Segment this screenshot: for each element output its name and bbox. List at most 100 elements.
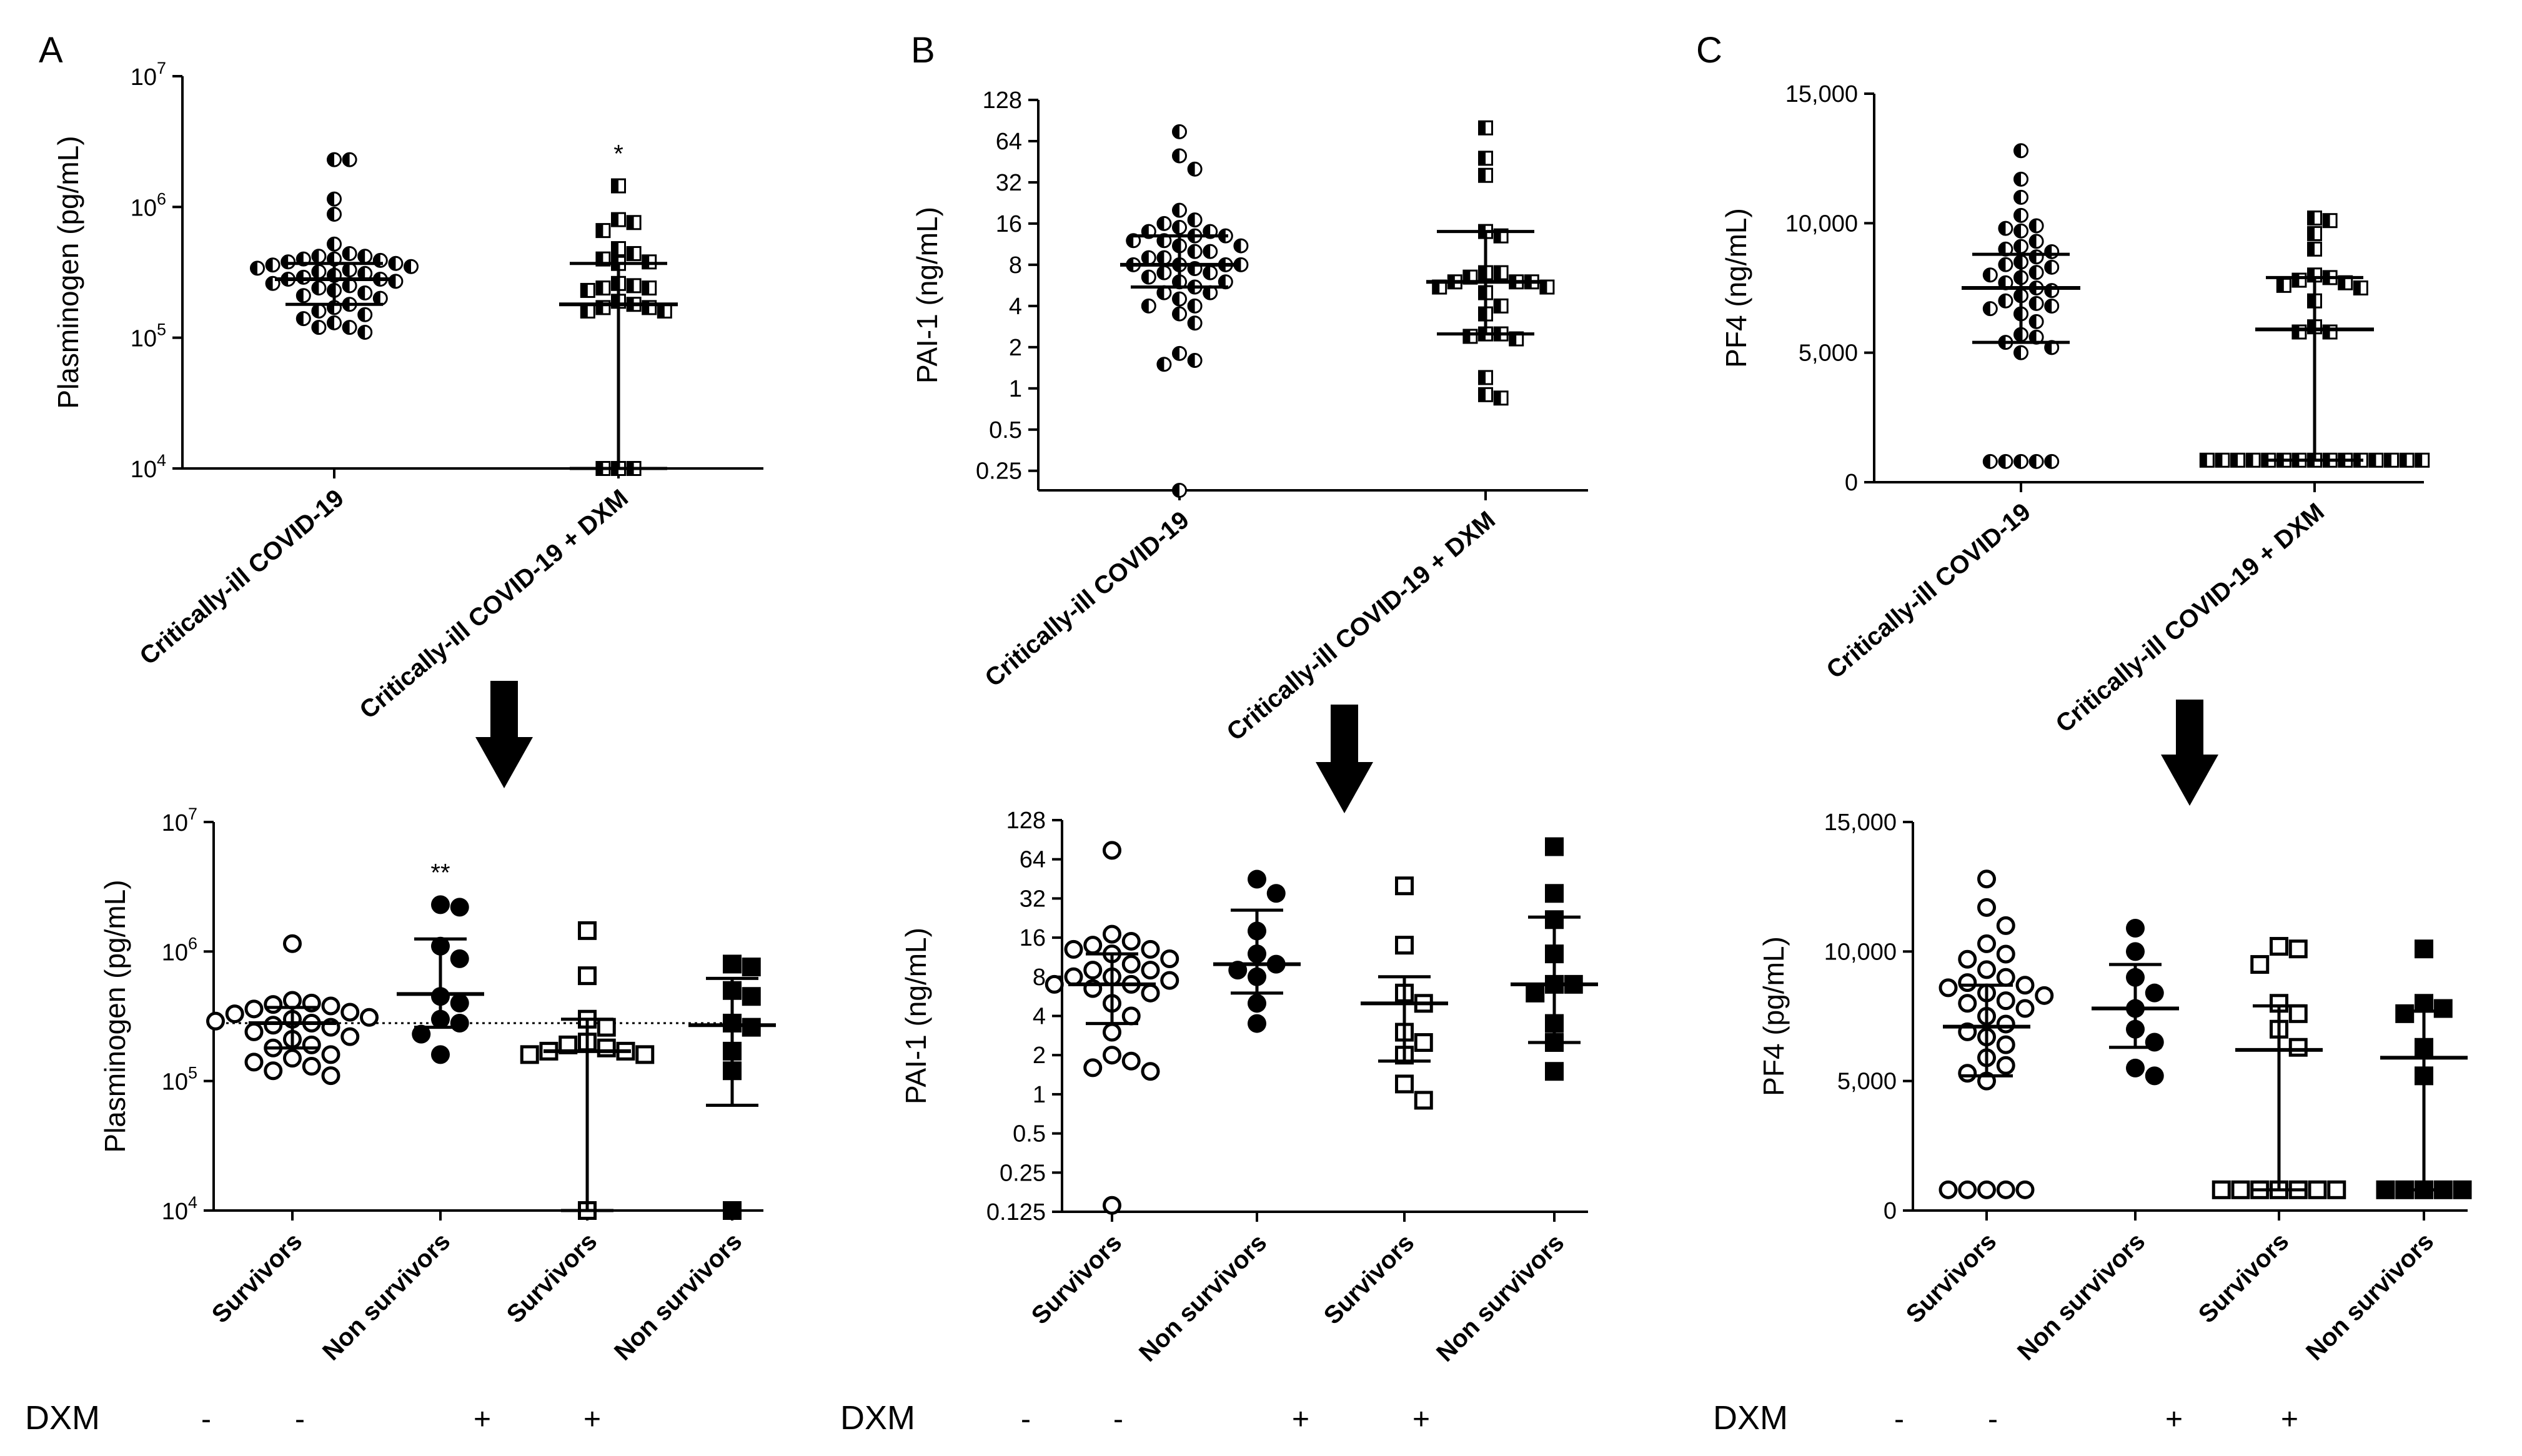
data-point xyxy=(295,311,311,327)
data-point xyxy=(2044,244,2060,259)
dxm-sign: - xyxy=(1021,1403,1031,1436)
data-point xyxy=(450,949,469,968)
dxm-sign: + xyxy=(474,1403,491,1436)
data-point xyxy=(2013,207,2028,223)
data-point xyxy=(2013,453,2028,469)
panel-label-c: C xyxy=(1696,30,1722,71)
down-arrow-icon xyxy=(2161,700,2218,806)
group-2: Critically-ill COVID-19 + DXM xyxy=(354,178,678,725)
y-tick-label: 10,000 xyxy=(1785,210,1858,237)
data-point xyxy=(2307,241,2322,257)
data-point xyxy=(2353,280,2368,295)
data-point xyxy=(327,206,342,222)
data-point xyxy=(340,1003,360,1022)
data-point xyxy=(1958,973,1977,993)
data-point xyxy=(2322,324,2338,340)
data-point xyxy=(1996,1014,2015,1034)
arrow-shaft xyxy=(490,681,518,737)
dxm-sign: - xyxy=(295,1403,305,1436)
data-point xyxy=(635,1045,655,1064)
data-point xyxy=(1187,315,1203,331)
group-2: Non survivors xyxy=(317,895,484,1366)
x-category-label: Critically-ill COVID-19 xyxy=(1821,498,2035,684)
data-point xyxy=(388,274,404,289)
x-category-label: Non survivors xyxy=(317,1227,455,1365)
data-point xyxy=(580,303,595,319)
group-3: Survivors xyxy=(2193,937,2346,1329)
data-point xyxy=(1996,1035,2015,1054)
data-point xyxy=(1156,265,1172,280)
data-point xyxy=(264,995,283,1014)
data-point xyxy=(342,152,357,167)
y-tick-label: 16 xyxy=(1020,925,1046,951)
dxm-sign: + xyxy=(583,1403,601,1436)
x-category-label: Survivors xyxy=(1026,1229,1128,1330)
group-2: Non survivors xyxy=(2012,919,2179,1366)
data-point xyxy=(1160,971,1179,990)
data-point xyxy=(2288,939,2308,959)
data-point xyxy=(1187,161,1203,177)
chart-b-top: 0.25 0.5 1 2 4 8 16 32 64 128 PAI-1 (ng/mL) Critica… xyxy=(911,87,1588,746)
dxm-sign: - xyxy=(1894,1403,1904,1436)
y-tick-label: 0.25 xyxy=(976,458,1022,485)
data-point xyxy=(321,996,340,1016)
y-tick-label: 4 xyxy=(1009,294,1022,320)
y-tick-label: 32 xyxy=(1020,886,1046,912)
x-category-label: Survivors xyxy=(1319,1229,1420,1330)
data-point xyxy=(1172,220,1187,235)
data-point xyxy=(1395,936,1414,955)
y-tick-label: 8 xyxy=(1009,252,1022,279)
data-point xyxy=(372,290,388,306)
data-point xyxy=(1203,244,1218,259)
data-point xyxy=(1478,387,1493,402)
dxm-sign: + xyxy=(1412,1403,1430,1436)
data-point xyxy=(1539,279,1555,295)
x-category-label: Non survivors xyxy=(2012,1227,2150,1365)
data-point xyxy=(1998,257,2013,272)
x-category-label: Non survivors xyxy=(2301,1227,2439,1365)
data-point xyxy=(1982,267,1998,283)
data-point xyxy=(1141,250,1156,265)
chart-c-top: 0 5,000 10,000 15,000 PF4 (ng/mL) Critically-… xyxy=(1720,81,2430,738)
data-point xyxy=(1996,991,2015,1011)
data-point xyxy=(321,1066,340,1086)
y-axis-label: PAI-1 (ng/mL) xyxy=(911,207,943,384)
data-point xyxy=(1996,1056,2015,1075)
data-point xyxy=(357,307,373,322)
data-point xyxy=(302,1057,321,1076)
data-point xyxy=(1545,884,1564,903)
data-point xyxy=(357,325,373,340)
data-point xyxy=(2415,939,2433,959)
data-point xyxy=(1156,250,1172,265)
data-point xyxy=(431,1045,450,1064)
y-tick-label: 105 xyxy=(131,320,166,352)
data-point xyxy=(264,1061,283,1081)
dxm-sign: - xyxy=(201,1403,211,1436)
y-tick-label: 2 xyxy=(1033,1042,1046,1069)
data-point xyxy=(450,993,469,1013)
data-point xyxy=(206,1011,225,1031)
y-tick-label: 0.25 xyxy=(1000,1160,1046,1186)
data-point xyxy=(1172,345,1187,361)
data-point xyxy=(2028,295,2044,311)
x-category-label: Critically-ill COVID-19 xyxy=(980,506,1194,692)
data-point xyxy=(295,288,311,304)
data-point xyxy=(520,1045,539,1064)
group-3: Survivors xyxy=(502,921,655,1329)
data-point xyxy=(342,245,357,261)
data-point xyxy=(1462,329,1478,344)
y-tick-label: 4 xyxy=(1033,1004,1046,1030)
data-point xyxy=(265,257,280,273)
data-point xyxy=(1266,884,1286,903)
data-point xyxy=(595,280,611,296)
y-tick-label: 64 xyxy=(996,129,1022,155)
data-point xyxy=(2415,452,2430,468)
data-point xyxy=(1545,837,1564,856)
data-point xyxy=(2288,1004,2308,1023)
y-tick-label: 106 xyxy=(131,189,166,221)
data-point xyxy=(723,1201,742,1220)
data-point xyxy=(1526,983,1545,1003)
data-point xyxy=(1395,1074,1414,1094)
x-category-label: Non survivors xyxy=(1134,1229,1272,1367)
data-point xyxy=(611,241,626,257)
